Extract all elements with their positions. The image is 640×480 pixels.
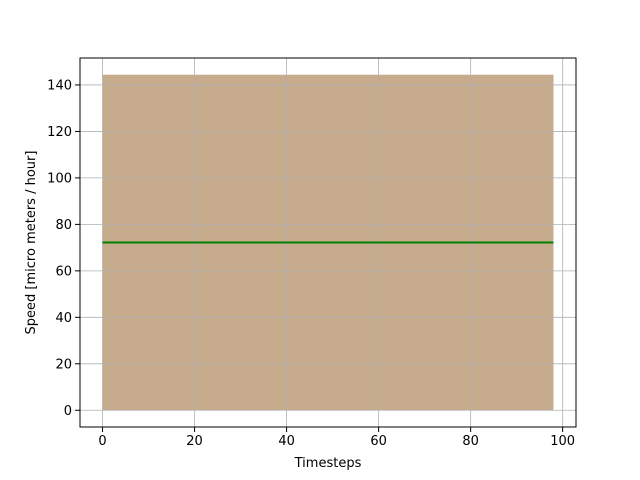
- y-tick-label: 20: [55, 357, 72, 372]
- x-tick-label: 40: [278, 434, 295, 449]
- x-tick-label: 20: [186, 434, 203, 449]
- y-axis-label: Speed [micro meters / hour]: [24, 151, 39, 335]
- x-tick-label: 0: [98, 434, 106, 449]
- plot-frame: [79, 57, 577, 428]
- x-tick-label: 80: [462, 434, 479, 449]
- y-tick-label: 120: [47, 125, 72, 140]
- y-tick-label: 80: [55, 218, 72, 233]
- y-tick-label: 100: [47, 171, 72, 186]
- x-axis-label: Timesteps: [294, 456, 362, 471]
- tick-layer: 0 20 40 60 80 100 0 20 40 60 80 100 120 140: [47, 78, 575, 449]
- x-tick-label: 100: [550, 434, 575, 449]
- x-tick-label: 60: [370, 434, 387, 449]
- y-tick-label: 60: [55, 264, 72, 279]
- y-tick-label: 0: [64, 404, 72, 419]
- y-tick-label: 140: [47, 78, 72, 93]
- y-tick-label: 40: [55, 311, 72, 326]
- grid-layer: [80, 58, 576, 427]
